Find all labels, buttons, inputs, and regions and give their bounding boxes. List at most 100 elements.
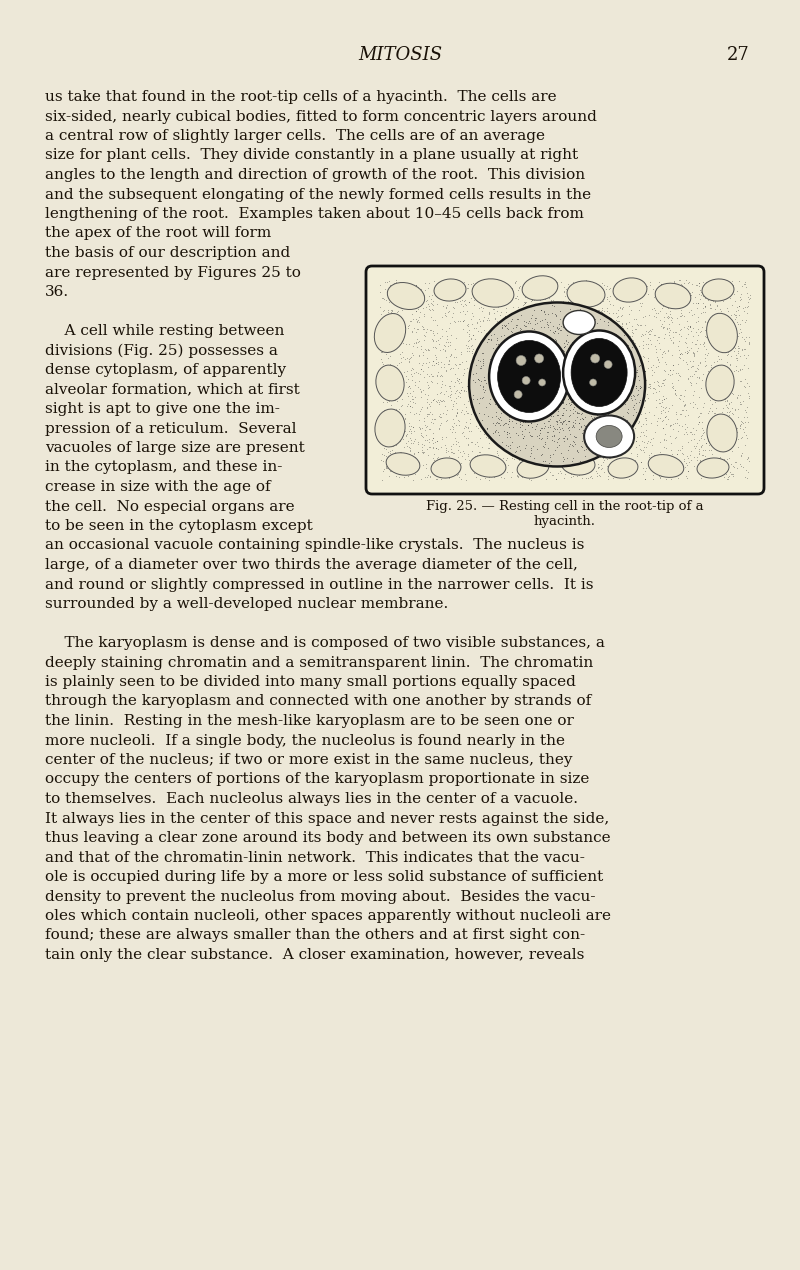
Point [435,381,448,401]
Point [406,304,418,324]
Point [717,271,730,291]
Point [490,311,503,331]
Point [639,408,652,428]
Point [519,311,532,331]
Point [550,419,563,439]
Point [475,351,488,371]
Point [646,319,658,339]
Point [582,314,594,334]
Point [411,288,424,309]
Point [601,352,614,372]
Point [550,329,562,349]
Point [437,339,450,359]
Point [555,361,568,381]
Point [546,302,559,323]
Point [510,309,523,329]
Point [683,316,696,337]
Point [547,364,560,385]
Point [521,371,534,391]
Point [578,339,591,359]
Point [588,413,601,433]
Point [548,382,561,403]
Text: ole is occupied during life by a more or less solid substance of sufficient: ole is occupied during life by a more or… [45,870,603,884]
Point [637,458,650,479]
Point [480,398,493,418]
Point [405,422,418,442]
Point [393,376,406,396]
Point [629,456,642,476]
Point [478,456,491,476]
Point [622,458,634,479]
Point [540,434,553,455]
Point [693,443,706,464]
Point [732,437,745,457]
Point [497,403,510,423]
Point [696,297,709,318]
Point [694,450,706,470]
Point [613,310,626,330]
Point [698,288,711,309]
Point [529,338,542,358]
Point [510,466,523,486]
Point [478,387,491,408]
Point [618,375,630,395]
Point [585,338,598,358]
Point [524,296,537,316]
Point [570,408,582,428]
Point [657,386,670,406]
Point [616,368,629,389]
Point [525,470,538,490]
Point [687,363,700,384]
Point [562,439,574,460]
Point [458,291,471,311]
Point [694,436,707,456]
Point [540,390,553,410]
Point [612,340,625,361]
Point [515,370,528,390]
Point [601,287,614,307]
Point [568,456,581,476]
Point [387,312,400,333]
Point [687,456,700,476]
Point [586,366,598,386]
Point [508,442,521,462]
Point [450,381,462,401]
Point [513,304,526,324]
Point [512,367,525,387]
Point [494,434,506,455]
Point [690,361,702,381]
Point [546,444,559,465]
Point [518,354,530,375]
Point [550,469,562,489]
Point [494,381,506,401]
Point [609,382,622,403]
Point [498,342,511,362]
Point [611,362,624,382]
Point [655,274,668,295]
Point [476,410,489,431]
Point [503,358,516,378]
Point [578,380,591,400]
Point [542,380,555,400]
Point [498,458,511,479]
Point [638,361,651,381]
Point [533,425,546,446]
Point [549,321,562,342]
Point [603,384,616,404]
Point [687,345,700,366]
Point [637,306,650,326]
Point [551,399,564,419]
Point [498,398,511,418]
Point [725,427,738,447]
Point [552,428,565,448]
Point [638,461,651,481]
Point [551,380,564,400]
Point [611,305,624,325]
Point [548,378,561,399]
Point [550,469,562,489]
Point [722,469,735,489]
Point [655,446,668,466]
Point [454,469,467,489]
Point [666,331,679,352]
Point [565,307,578,328]
